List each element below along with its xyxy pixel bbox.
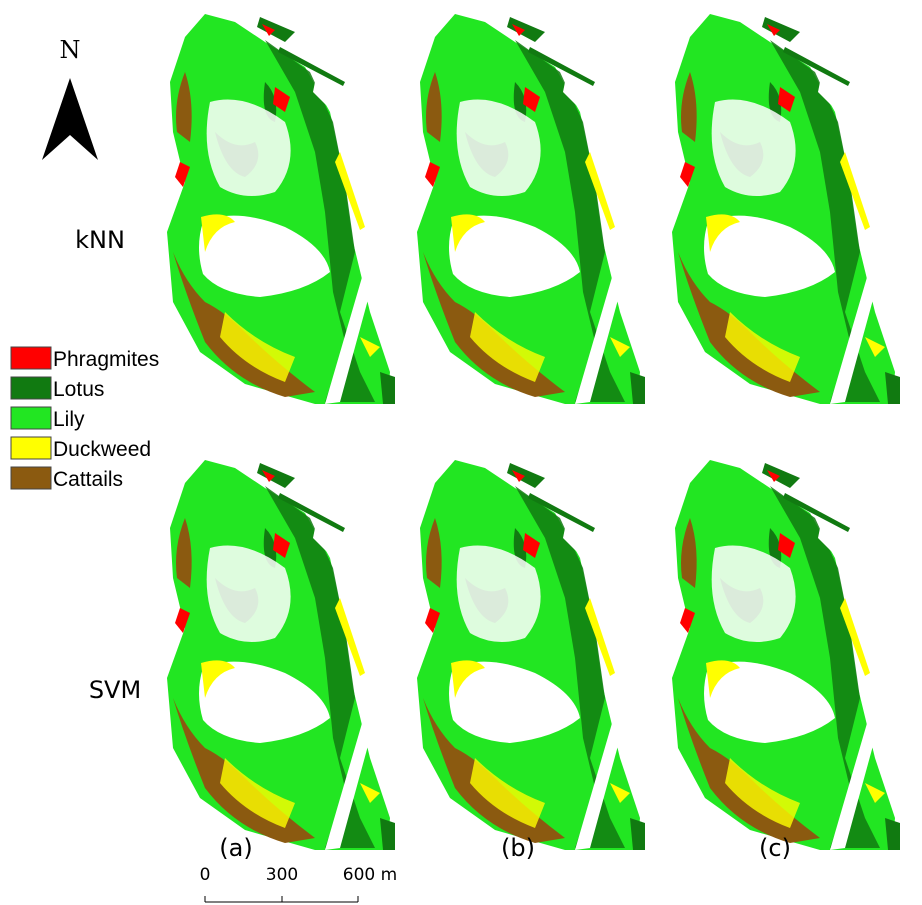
- legend-swatch: [11, 377, 51, 399]
- maps: [167, 14, 900, 850]
- scale-label: 300: [266, 865, 298, 885]
- legend-swatch: [11, 437, 51, 459]
- legend-swatch: [11, 407, 51, 429]
- legend: Phragmites Lotus Lily Duckweed Cattails: [11, 347, 159, 491]
- legend-swatch: [11, 467, 51, 489]
- north-arrow: [42, 78, 98, 160]
- map: [167, 460, 395, 850]
- legend-swatch: [11, 347, 51, 369]
- legend-label: Duckweed: [53, 438, 151, 461]
- map: [672, 460, 900, 850]
- map: [417, 14, 645, 404]
- legend-label: Lotus: [53, 378, 104, 401]
- row-label: SVM: [89, 676, 141, 704]
- scale-label: 0: [200, 865, 211, 885]
- figure: N kNN SVM Phragmites Lotus Lily Duckweed Cat…: [0, 0, 922, 905]
- legend-label: Lily: [53, 408, 85, 431]
- page: {"north": "N", "rows": ["kNN", "SVM"], "…: [0, 0, 922, 905]
- panel-label: (b): [501, 834, 535, 862]
- panel-label: (c): [759, 834, 791, 862]
- panel-label: (a): [219, 834, 252, 862]
- scale-label: 600 m: [343, 865, 397, 885]
- legend-label: Phragmites: [53, 348, 159, 371]
- legend-label: Cattails: [53, 468, 123, 491]
- north-label: N: [60, 36, 81, 64]
- map: [417, 460, 645, 850]
- map: [672, 14, 900, 404]
- scale-bar: [205, 896, 358, 902]
- row-label: kNN: [75, 226, 125, 254]
- map: [167, 14, 395, 404]
